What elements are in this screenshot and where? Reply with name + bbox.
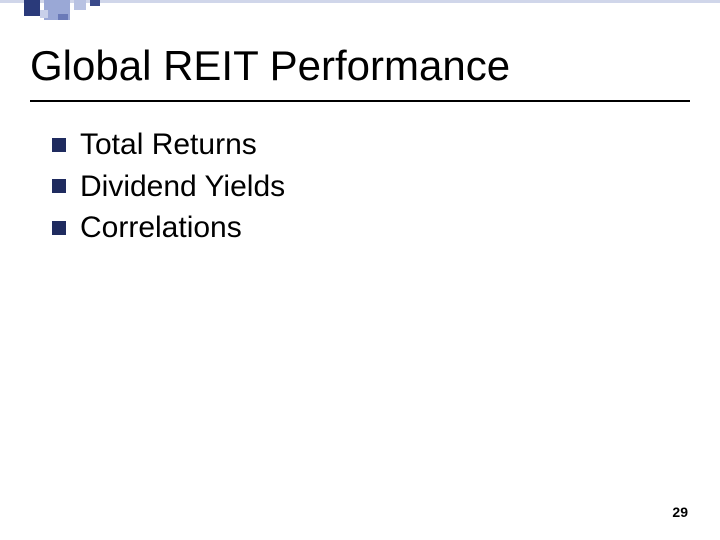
bullet-text: Total Returns: [80, 126, 257, 164]
decor-block: [0, 0, 720, 3]
bullet-text: Correlations: [80, 209, 242, 247]
bullet-list: Total Returns Dividend Yields Correlatio…: [52, 126, 285, 251]
list-item: Total Returns: [52, 126, 285, 164]
bullet-marker-icon: [52, 221, 66, 235]
decor-block: [40, 10, 48, 18]
page-number: 29: [672, 504, 688, 520]
bullet-text: Dividend Yields: [80, 168, 285, 206]
decor-block: [90, 0, 100, 6]
slide-title: Global REIT Performance: [30, 42, 510, 90]
bullet-marker-icon: [52, 138, 66, 152]
decor-block: [24, 0, 40, 16]
title-underline: [30, 100, 690, 102]
decor-block: [74, 0, 86, 10]
decor-block: [58, 14, 68, 20]
list-item: Dividend Yields: [52, 168, 285, 206]
bullet-marker-icon: [52, 179, 66, 193]
list-item: Correlations: [52, 209, 285, 247]
top-decoration: [0, 0, 720, 22]
